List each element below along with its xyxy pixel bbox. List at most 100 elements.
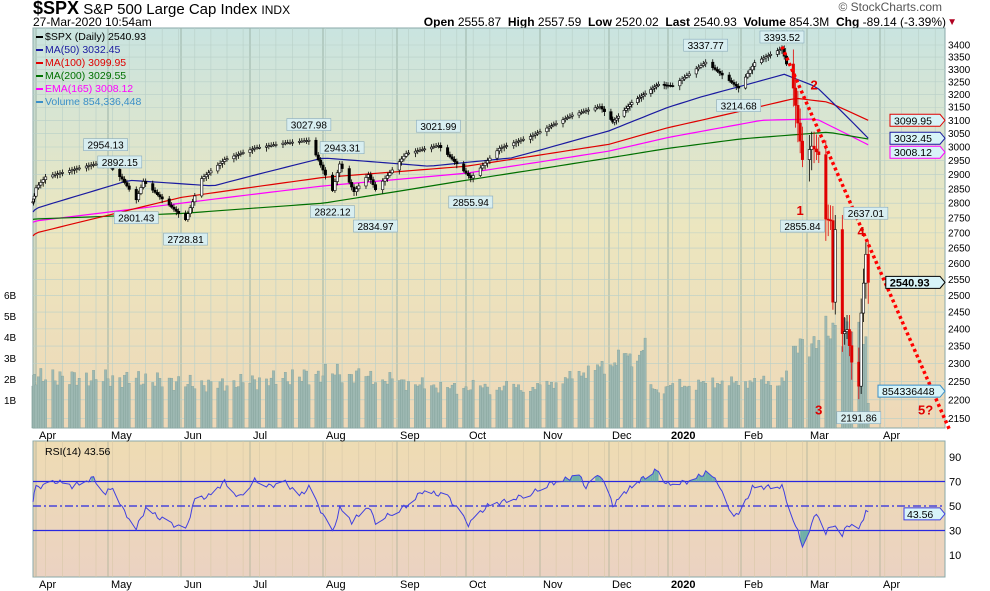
volume-bar	[404, 390, 408, 429]
volume-bar	[711, 377, 715, 429]
quote-bar: Open 2555.87 High 2557.59 Low 2520.02 La…	[423, 15, 946, 29]
volume-bar	[265, 378, 268, 429]
rsi-overbought-fill	[91, 476, 94, 482]
volume-bar	[167, 377, 171, 429]
candle-body	[766, 55, 770, 57]
candle-body	[39, 182, 43, 186]
volume-bar	[255, 389, 259, 429]
volume-bar	[70, 371, 74, 429]
y-tick-label: 3000	[948, 143, 971, 154]
candle-body	[485, 160, 489, 164]
ma200-legend-swatch	[36, 75, 43, 77]
candle-body	[160, 196, 164, 200]
volume-bar	[269, 377, 273, 429]
candle-body	[666, 84, 670, 87]
candle-body	[545, 127, 549, 132]
volume-bar	[657, 392, 660, 429]
candle-body	[495, 150, 499, 159]
candle-body	[668, 85, 672, 87]
volume-bar	[272, 370, 275, 429]
volume-bar	[694, 389, 698, 429]
candle-body	[188, 207, 192, 214]
volume-bar	[678, 378, 682, 429]
candle-body	[528, 136, 532, 140]
volume-bar	[141, 383, 145, 429]
y-tick-label: 2150	[948, 414, 971, 425]
x-tick-label: Feb	[744, 430, 763, 442]
price-value-tag	[885, 275, 946, 289]
volume-bar	[531, 387, 535, 429]
wave-label: 2	[810, 77, 817, 92]
candle-body	[302, 140, 306, 143]
candle-body	[552, 124, 556, 126]
candle-body	[549, 125, 553, 128]
candle-body	[255, 147, 259, 149]
volume-bar	[829, 338, 832, 429]
price-callout-box	[353, 219, 398, 233]
price-callout-box	[286, 118, 332, 131]
candle-body	[274, 144, 278, 146]
volume-bar	[386, 383, 389, 429]
legend-ma100: MA(100) 3099.95	[45, 57, 126, 69]
candle-body	[843, 331, 847, 334]
volume-bar	[730, 376, 733, 429]
volume-bar	[671, 383, 675, 429]
rsi-overbought-fill	[654, 469, 657, 482]
candle-body	[223, 159, 227, 162]
volume-bar	[216, 387, 220, 429]
volume-bar	[617, 349, 620, 429]
volume-bar	[258, 377, 261, 429]
volume-bar	[584, 377, 588, 429]
candle-body	[404, 153, 408, 157]
candle-body	[144, 181, 148, 184]
candle-body	[448, 154, 452, 158]
y-tick-label: 2450	[948, 308, 971, 319]
volume-bar	[603, 373, 606, 429]
volume-bar	[239, 374, 243, 429]
volume-bar	[191, 386, 194, 429]
rsi-overbought-fill	[597, 475, 600, 482]
candle-body	[207, 172, 211, 176]
volume-bar	[453, 383, 456, 429]
volume-bar	[416, 385, 420, 429]
rsi-overbought-fill	[703, 470, 706, 482]
volume-bar	[568, 371, 572, 429]
volume-bar	[355, 370, 358, 429]
legend-volume: Volume 854,336,448	[45, 96, 141, 108]
volume-bar	[364, 376, 368, 429]
candle-body	[845, 329, 849, 332]
volume-bar	[232, 380, 236, 429]
price-callout: 2834.97	[357, 222, 394, 233]
candle-body	[713, 67, 717, 70]
candle-body	[400, 158, 404, 163]
x-tick-label: Oct	[469, 430, 486, 442]
volume-bar	[563, 377, 567, 429]
candle-body	[354, 188, 358, 192]
rsi-overbought-fill	[652, 469, 655, 482]
volume-axis-label: 1B	[4, 396, 17, 407]
candle-body	[450, 156, 454, 160]
volume-bar	[734, 381, 738, 429]
candle-body	[464, 170, 468, 174]
candle-body	[209, 170, 213, 174]
volume-bar	[186, 384, 190, 429]
price-callout-box	[759, 30, 805, 44]
volume-bar	[545, 380, 549, 429]
price-callout-box	[448, 195, 494, 209]
candle-body	[170, 204, 174, 208]
volume-bar	[347, 374, 351, 429]
y-tick-label: 2900	[948, 170, 971, 181]
rsi-y-tick: 70	[949, 477, 961, 489]
candle-body	[850, 345, 854, 363]
candle-body	[402, 155, 406, 160]
candle-body	[218, 163, 222, 166]
candle-body	[796, 105, 800, 124]
volume-bar	[577, 371, 581, 429]
legend-ma50: MA(50) 3032.45	[45, 44, 120, 56]
volume-bar	[596, 364, 599, 429]
candle-body	[697, 66, 701, 70]
volume-bar	[697, 379, 700, 429]
candle-body	[232, 155, 236, 160]
volume-bar	[53, 380, 57, 429]
candle-body	[533, 133, 537, 136]
